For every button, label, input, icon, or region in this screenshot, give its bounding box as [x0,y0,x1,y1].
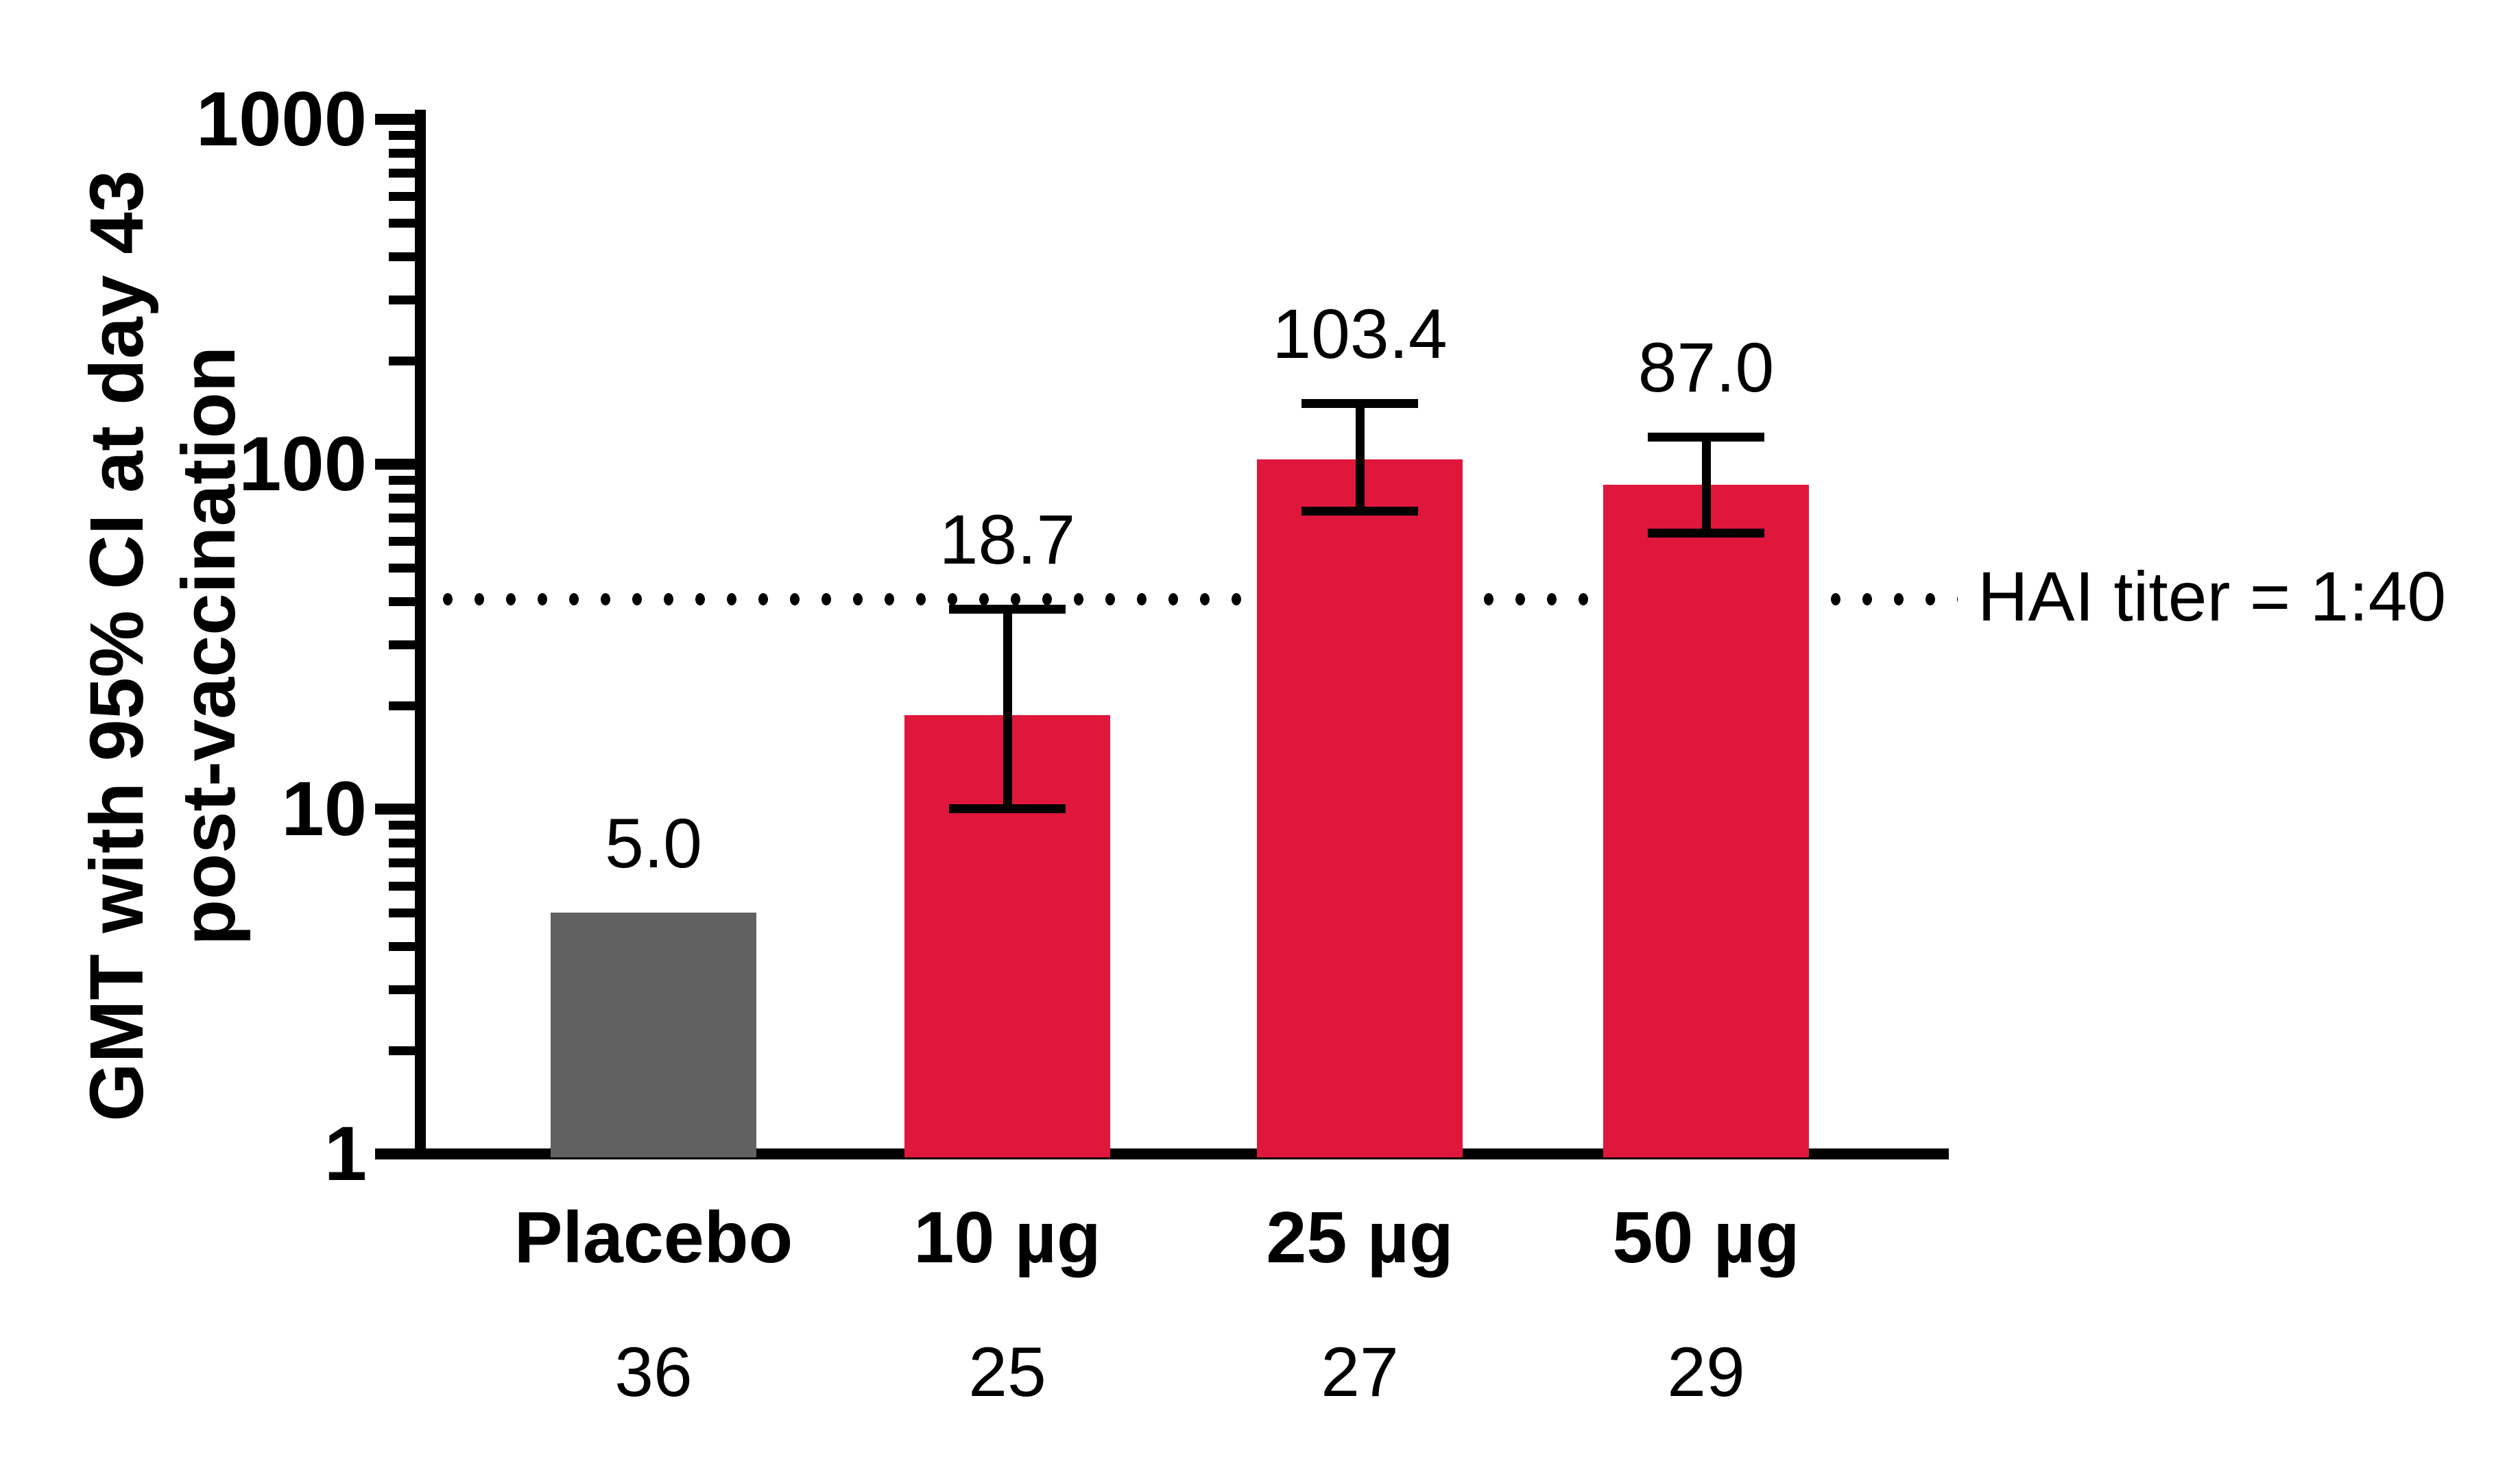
y-tick-label: 1 [324,1111,367,1196]
value-label: 18.7 [939,501,1076,579]
y-tick-minor [389,985,415,994]
error-bar-cap-top [1301,399,1418,409]
y-tick-major [375,804,415,815]
y-axis-title: GMT with 95% CI at day 43 post-vaccinati… [71,132,255,1160]
y-tick-minor [389,881,415,891]
y-tick-minor [389,536,415,546]
y-tick-minor [389,493,415,503]
y-tick-minor [389,476,415,485]
category-label: 50 µg [1612,1197,1800,1278]
reference-dotted-line [432,593,1958,605]
category-label: Placebo [514,1197,793,1278]
y-tick-minor [389,148,415,158]
y-tick-minor [389,821,415,830]
y-tick-minor [389,640,415,649]
x-axis-line [375,1148,1949,1159]
y-tick-minor [389,1046,415,1055]
value-label: 5.0 [605,804,702,883]
y-tick-minor [389,942,415,952]
error-bar-whisker [1003,609,1012,809]
y-axis-line [415,110,426,1159]
error-bar-cap-bottom [949,804,1066,813]
reference-line-label: HAI titer = 1:40 [1978,557,2447,636]
count-label: 25 [968,1333,1046,1411]
y-tick-minor [389,296,415,304]
value-label: 87.0 [1637,328,1775,407]
y-tick-minor [389,513,415,522]
error-bar-whisker [1702,437,1711,533]
bar-25ug [1257,459,1463,1157]
error-bar-whisker [1356,403,1365,511]
category-label: 25 µg [1266,1197,1454,1278]
count-label: 27 [1321,1333,1399,1411]
y-tick-minor [389,838,415,847]
y-tick-minor [389,252,415,262]
count-label: 36 [614,1333,693,1411]
y-tick-minor [389,908,415,918]
y-tick-label: 100 [239,421,367,507]
error-bar-cap-bottom [1301,506,1418,516]
y-tick-minor [389,131,415,141]
error-bar-cap-bottom [1648,528,1764,538]
y-tick-minor [389,564,415,573]
y-tick-minor [389,597,415,607]
y-tick-minor [389,356,415,365]
y-axis-title-line2: post-vaccination [167,346,251,946]
y-tick-minor [389,191,415,201]
y-tick-minor [389,701,415,710]
error-bar-cap-top [949,605,1066,614]
bar-placebo [551,913,756,1157]
y-tick-minor [389,858,415,867]
category-label: 10 µg [913,1197,1101,1278]
y-tick-major [375,114,415,125]
y-tick-minor [389,168,415,178]
y-tick-label: 10 [281,766,367,852]
y-tick-minor [389,219,415,228]
error-bar-cap-top [1648,433,1764,442]
value-label: 103.4 [1272,295,1448,374]
y-tick-label: 1000 [195,76,367,162]
y-axis-title-line1: GMT with 95% CI at day 43 [74,170,159,1122]
count-label: 29 [1667,1333,1745,1411]
bar-50ug [1603,485,1809,1157]
y-tick-major [375,459,415,470]
